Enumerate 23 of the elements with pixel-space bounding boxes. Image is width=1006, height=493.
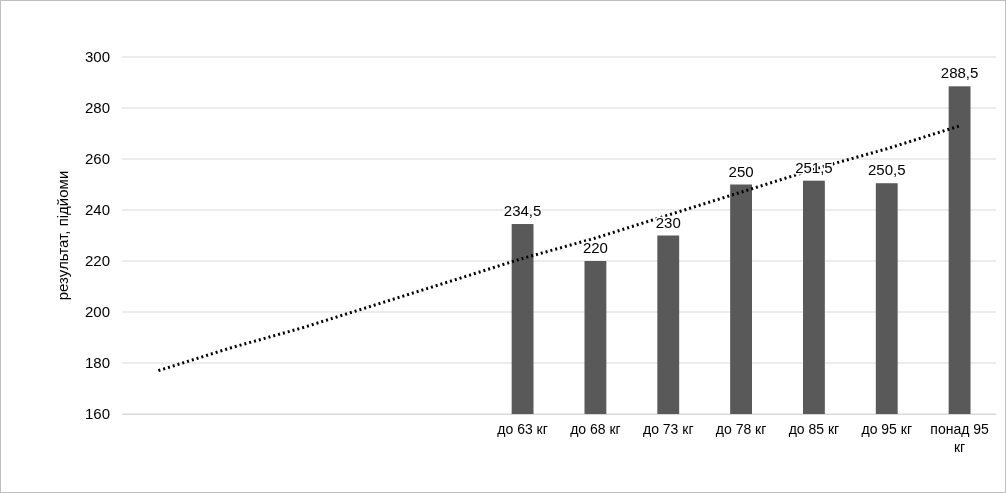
x-tick-label: до 85 кг: [788, 420, 840, 437]
x-tick-label: до 68 кг: [570, 420, 621, 437]
x-tick-label: до 73 кг: [642, 420, 694, 437]
data-label: 250,5: [867, 161, 906, 179]
y-axis-title: результат, підйоми: [54, 170, 71, 301]
x-tick-label: до 95 кг: [861, 420, 913, 437]
x-tick-label: до 63 кг: [497, 420, 548, 437]
data-label: 220: [582, 239, 608, 256]
y-tick-label: 240: [84, 201, 110, 219]
y-tick-label: 180: [84, 354, 110, 372]
data-label: 234,5: [503, 202, 542, 220]
y-tick-label: 160: [84, 405, 110, 423]
y-tick-label: 300: [84, 48, 110, 66]
data-label: 288,5: [940, 64, 979, 82]
y-tick-label: 200: [84, 303, 110, 321]
x-tick-label: понад 95 кг: [930, 420, 990, 456]
x-tick-label: до 78 кг: [715, 420, 767, 437]
data-label: 230: [655, 213, 681, 231]
y-tick-label: 260: [84, 150, 110, 168]
data-label: 250: [728, 162, 754, 180]
y-tick-label: 280: [84, 99, 110, 117]
line-series: [156, 124, 962, 373]
y-tick-label: 220: [84, 252, 110, 270]
